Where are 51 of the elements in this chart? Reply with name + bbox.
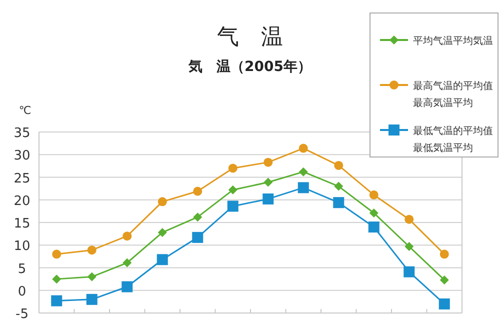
point xyxy=(368,222,380,233)
point xyxy=(298,167,308,176)
legend-label: 最低气温的平均值最低気温平均 xyxy=(413,125,493,154)
point xyxy=(440,250,449,259)
point xyxy=(122,258,132,268)
point xyxy=(86,294,98,305)
point xyxy=(404,214,414,224)
chart-subtitle: 気 温（2005年） xyxy=(188,59,312,75)
point xyxy=(122,232,132,241)
y-tick-label: 0 xyxy=(18,284,26,300)
point xyxy=(193,186,202,196)
point xyxy=(192,232,204,243)
point xyxy=(193,212,202,222)
point xyxy=(156,254,168,266)
y-axis-title: ℃ xyxy=(18,104,32,117)
y-tick-label: 35 xyxy=(14,126,30,141)
point xyxy=(122,281,133,292)
point xyxy=(264,158,273,167)
point xyxy=(369,208,378,218)
point xyxy=(158,197,167,206)
point xyxy=(52,250,62,259)
y-tick-label: 10 xyxy=(14,239,30,254)
y-tick-label: 20 xyxy=(14,194,30,209)
point xyxy=(51,295,62,306)
point xyxy=(404,266,415,278)
point xyxy=(158,228,167,237)
y-tick-label: 5 xyxy=(18,262,26,277)
point xyxy=(440,275,449,284)
legend-label: 平均气温平均気温 xyxy=(413,35,493,47)
point xyxy=(438,298,450,310)
point xyxy=(52,274,62,284)
point xyxy=(87,272,96,282)
point xyxy=(369,190,378,200)
point xyxy=(262,193,274,204)
point xyxy=(404,242,414,251)
point xyxy=(87,246,96,255)
point xyxy=(228,164,238,173)
y-tick-label: 25 xyxy=(14,171,30,186)
point xyxy=(333,197,344,208)
point xyxy=(298,144,308,153)
chart-title: 气 温 xyxy=(217,25,283,50)
y-tick-label: 15 xyxy=(14,216,30,232)
legend-label: 最高气温的平均值最高気温平均 xyxy=(413,80,493,109)
point xyxy=(334,160,344,170)
y-tick-label: -5 xyxy=(16,307,28,322)
point xyxy=(264,178,273,187)
point xyxy=(228,185,238,194)
point xyxy=(227,200,238,212)
point xyxy=(298,182,309,194)
y-tick-label: 30 xyxy=(14,148,30,164)
point xyxy=(334,182,344,191)
